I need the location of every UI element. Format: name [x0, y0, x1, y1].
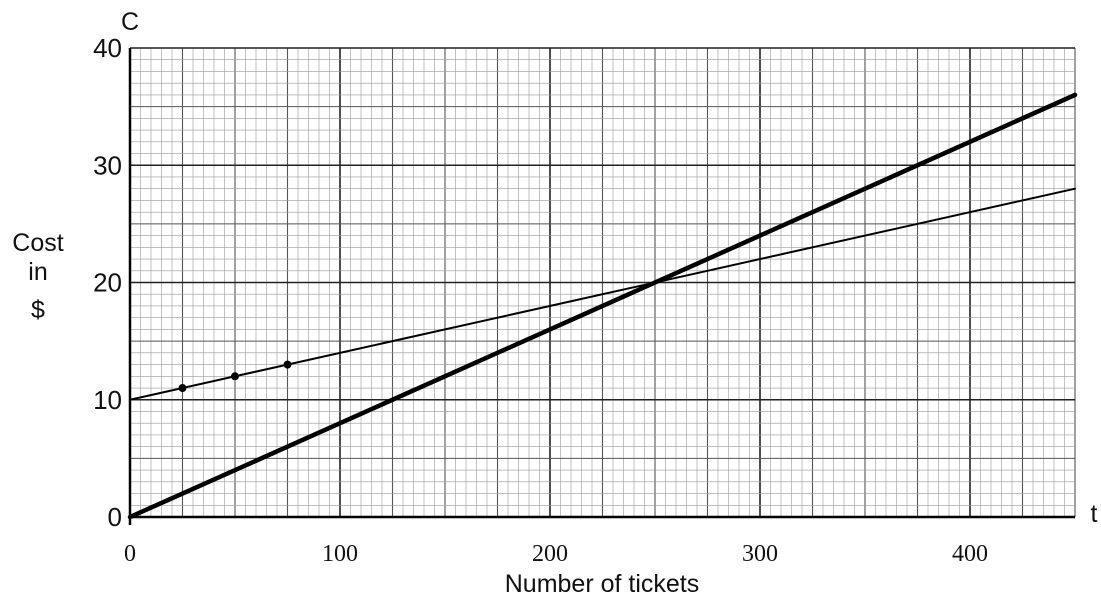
y-tick-label: 30 [93, 150, 122, 180]
x-axis-variable: t [1091, 500, 1098, 528]
y-tick-label: 40 [93, 33, 122, 63]
grid [128, 47, 1076, 525]
y-axis-variable: C [121, 8, 139, 36]
x-tick-label: 100 [322, 541, 358, 567]
y-tick-label: 20 [93, 268, 122, 298]
data-point [283, 360, 292, 369]
x-tick-label: 200 [532, 541, 568, 567]
y-axis-label-line-1: Cost [12, 229, 63, 257]
data-point [231, 372, 239, 381]
x-tick-label: 400 [952, 541, 988, 567]
labels: C t Cost in $ Number of tickets 0 10 20 30 4… [12, 8, 1097, 598]
x-axis-label: Number of tickets [505, 570, 700, 598]
x-tick-label: 300 [742, 541, 778, 567]
x-tick-label: 0 [124, 541, 136, 567]
y-axis-label-line-3: $ [31, 296, 45, 324]
data-point [178, 384, 187, 393]
y-axis-label-line-2: in [28, 258, 47, 286]
y-tick-label: 0 [108, 502, 122, 532]
y-tick-label: 10 [93, 385, 122, 415]
series-line-1 [127, 92, 1078, 520]
marked-points [178, 360, 292, 393]
